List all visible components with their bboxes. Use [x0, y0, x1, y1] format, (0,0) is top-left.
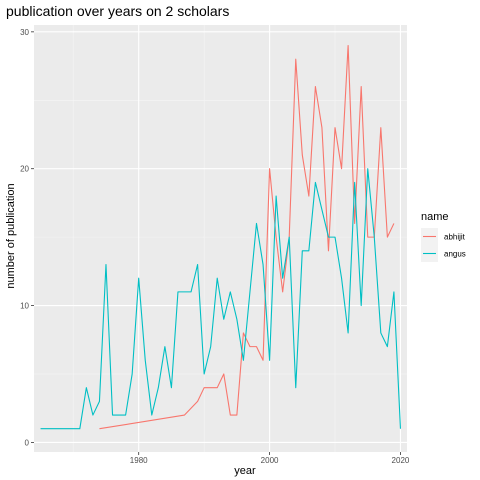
grid-major: [34, 25, 407, 452]
legend-title: name: [421, 211, 449, 223]
chart-title: publication over years on 2 scholars: [6, 3, 229, 19]
y-axis-title: number of publication: [5, 183, 17, 288]
x-axis-title: year: [234, 465, 256, 477]
y-axis-ticks: 0 10 20 30: [20, 28, 34, 447]
y-tick-label: 30: [20, 28, 29, 37]
series-lines: [40, 44, 402, 430]
series-line-angus: [40, 168, 402, 430]
x-tick-label: 2020: [392, 456, 410, 465]
x-tick-label: 1980: [130, 456, 148, 465]
plot-panel: [34, 25, 407, 452]
legend-label-abhijit: abhijit: [444, 233, 466, 242]
legend: name abhijit angus: [421, 211, 466, 262]
legend-label-angus: angus: [444, 250, 466, 259]
x-tick-label: 2000: [261, 456, 279, 465]
y-tick-label: 20: [20, 165, 29, 174]
x-axis-ticks: 1980 2000 2020: [130, 452, 410, 465]
y-tick-label: 0: [25, 438, 30, 447]
y-tick-label: 10: [20, 302, 29, 311]
